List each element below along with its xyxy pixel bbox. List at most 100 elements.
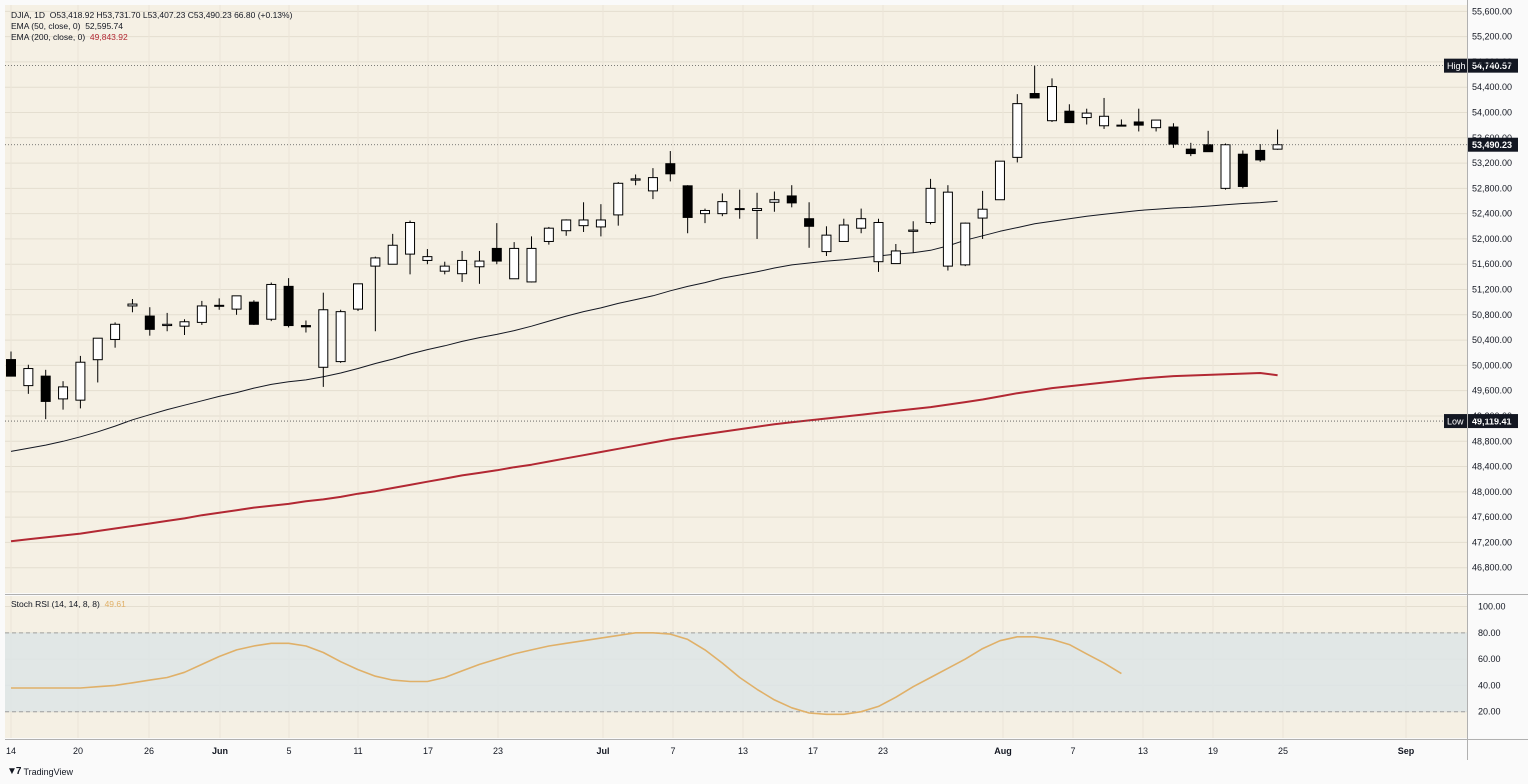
candle-body [561, 219, 572, 232]
marker-tag-box [1444, 58, 1468, 73]
ema50-legend[interactable]: EMA (50, close, 0) 52,595.74 [11, 21, 123, 32]
candle-body [491, 247, 502, 262]
price-tick-label: 48,800.00 [1472, 436, 1512, 446]
candle-body [630, 178, 641, 181]
symbol-legend[interactable]: DJIA, 1D O53,418.92 H53,731.70 L53,407.2… [11, 10, 292, 21]
candle-body [595, 219, 606, 228]
candle-body [873, 221, 884, 263]
candle-body [1185, 148, 1196, 155]
candle-body [110, 323, 121, 340]
stoch-rsi-value: 49.61 [104, 599, 126, 609]
candle-body [578, 219, 589, 227]
candle-body [75, 361, 86, 401]
time-tick-label: Aug [994, 746, 1012, 756]
candle-body [1012, 103, 1023, 158]
candle-body [387, 244, 398, 265]
time-tick-label: 25 [1278, 746, 1288, 756]
ema50-line [10, 200, 1278, 452]
time-axis[interactable]: 14 20 26 Jun 5 11 17 23 Jul 7 13 17 23 Aug 7 13 19 25 Sep [6, 746, 1415, 756]
candle-body [1220, 144, 1231, 189]
candles-group [6, 65, 1283, 420]
time-tick-label: 17 [808, 746, 818, 756]
price-tick-label: 48,000.00 [1472, 487, 1512, 497]
candle-body [647, 177, 658, 192]
candle-body [682, 185, 693, 218]
candle-body [526, 247, 537, 283]
candle-body [543, 227, 554, 242]
candle-body [162, 323, 173, 327]
main-pane-background [5, 5, 1467, 593]
candle-body [1133, 121, 1144, 126]
time-tick-label: Jul [596, 746, 609, 756]
candle-body [1081, 112, 1092, 119]
candle-body [40, 375, 51, 402]
marker-value-box [1468, 58, 1518, 73]
price-tick-label: 50,000.00 [1472, 360, 1512, 370]
candle-body [439, 265, 450, 272]
footer-brand[interactable]: ▼7 TradingView [7, 766, 73, 777]
ema200-legend[interactable]: EMA (200, close, 0) 49,843.92 [11, 32, 128, 43]
price-tick-label: 55,200.00 [1472, 32, 1512, 42]
time-tick-label: Sep [1398, 746, 1415, 756]
candle-body [335, 311, 346, 363]
candle-body [908, 229, 919, 232]
candle-body [821, 234, 832, 253]
candle-body [283, 285, 294, 327]
candle-body [838, 224, 849, 242]
candle-body [214, 304, 225, 307]
candle-body [422, 256, 433, 261]
candle-body [231, 295, 242, 310]
candle-body [58, 386, 69, 400]
candle-body [127, 303, 138, 307]
ohlc-values: O53,418.92 H53,731.70 L53,407.23 C53,490… [49, 10, 293, 20]
ema200-value: 49,843.92 [89, 32, 128, 42]
price-tick-label: 54,000.00 [1472, 107, 1512, 117]
candle-body [977, 208, 988, 219]
stoch-rsi-label: Stoch RSI (14, 14, 8, 8) [11, 599, 100, 609]
price-markers: 54,740.57 High 53,490.23 49,119.41 Low [5, 58, 1518, 429]
candle-body [1029, 93, 1040, 99]
candle-body [318, 309, 329, 368]
marker-tag-box [1444, 414, 1468, 429]
ema50-value: 52,595.74 [85, 21, 124, 31]
time-tick-label: 13 [1138, 746, 1148, 756]
candle-body [474, 260, 485, 268]
price-tick-label: 52,400.00 [1472, 209, 1512, 219]
candle-body [734, 208, 745, 211]
osc-tick-label: 100.00 [1478, 602, 1506, 612]
price-tick-label: 46,800.00 [1472, 563, 1512, 573]
price-tick-label: 54,400.00 [1472, 82, 1512, 92]
price-tick-label: 53,200.00 [1472, 158, 1512, 168]
price-tick-label: 47,600.00 [1472, 512, 1512, 522]
candle-body [994, 160, 1005, 201]
price-tick-label: 53,600.00 [1472, 133, 1512, 143]
price-tick-label: 50,400.00 [1472, 335, 1512, 345]
candle-body [248, 301, 259, 325]
candle-body [752, 208, 763, 211]
osc-tick-label: 80.00 [1478, 628, 1501, 638]
marker-value: 54,740.57 [1472, 61, 1512, 71]
stoch-rsi-line [11, 631, 1122, 716]
price-tick-label: 50,800.00 [1472, 310, 1512, 320]
candle-body [1064, 110, 1075, 124]
price-tick-label: 48,400.00 [1472, 462, 1512, 472]
candle-body [266, 283, 277, 320]
time-tick-label: 5 [286, 746, 291, 756]
price-tick-label: 47,200.00 [1472, 537, 1512, 547]
stoch-rsi-band [5, 632, 1467, 713]
candle-body [856, 218, 867, 229]
time-tick-label: 23 [878, 746, 888, 756]
candle-body [179, 321, 190, 327]
candle-body [92, 337, 103, 361]
candle-body [300, 325, 311, 328]
stoch-rsi-legend[interactable]: Stoch RSI (14, 14, 8, 8) 49.61 [11, 599, 126, 610]
price-tick-label: 55,600.00 [1472, 6, 1512, 16]
candle-body [6, 359, 16, 377]
candle-body [370, 257, 381, 267]
candle-body [1237, 153, 1248, 187]
ema50-label: EMA (50, close, 0) [11, 21, 81, 31]
price-tick-label: 52,800.00 [1472, 183, 1512, 193]
price-axis[interactable]: 55,600.00 55,200.00 54,800.00 54,400.00 54,0… [1472, 6, 1512, 716]
osc-tick-label: 60.00 [1478, 654, 1501, 664]
